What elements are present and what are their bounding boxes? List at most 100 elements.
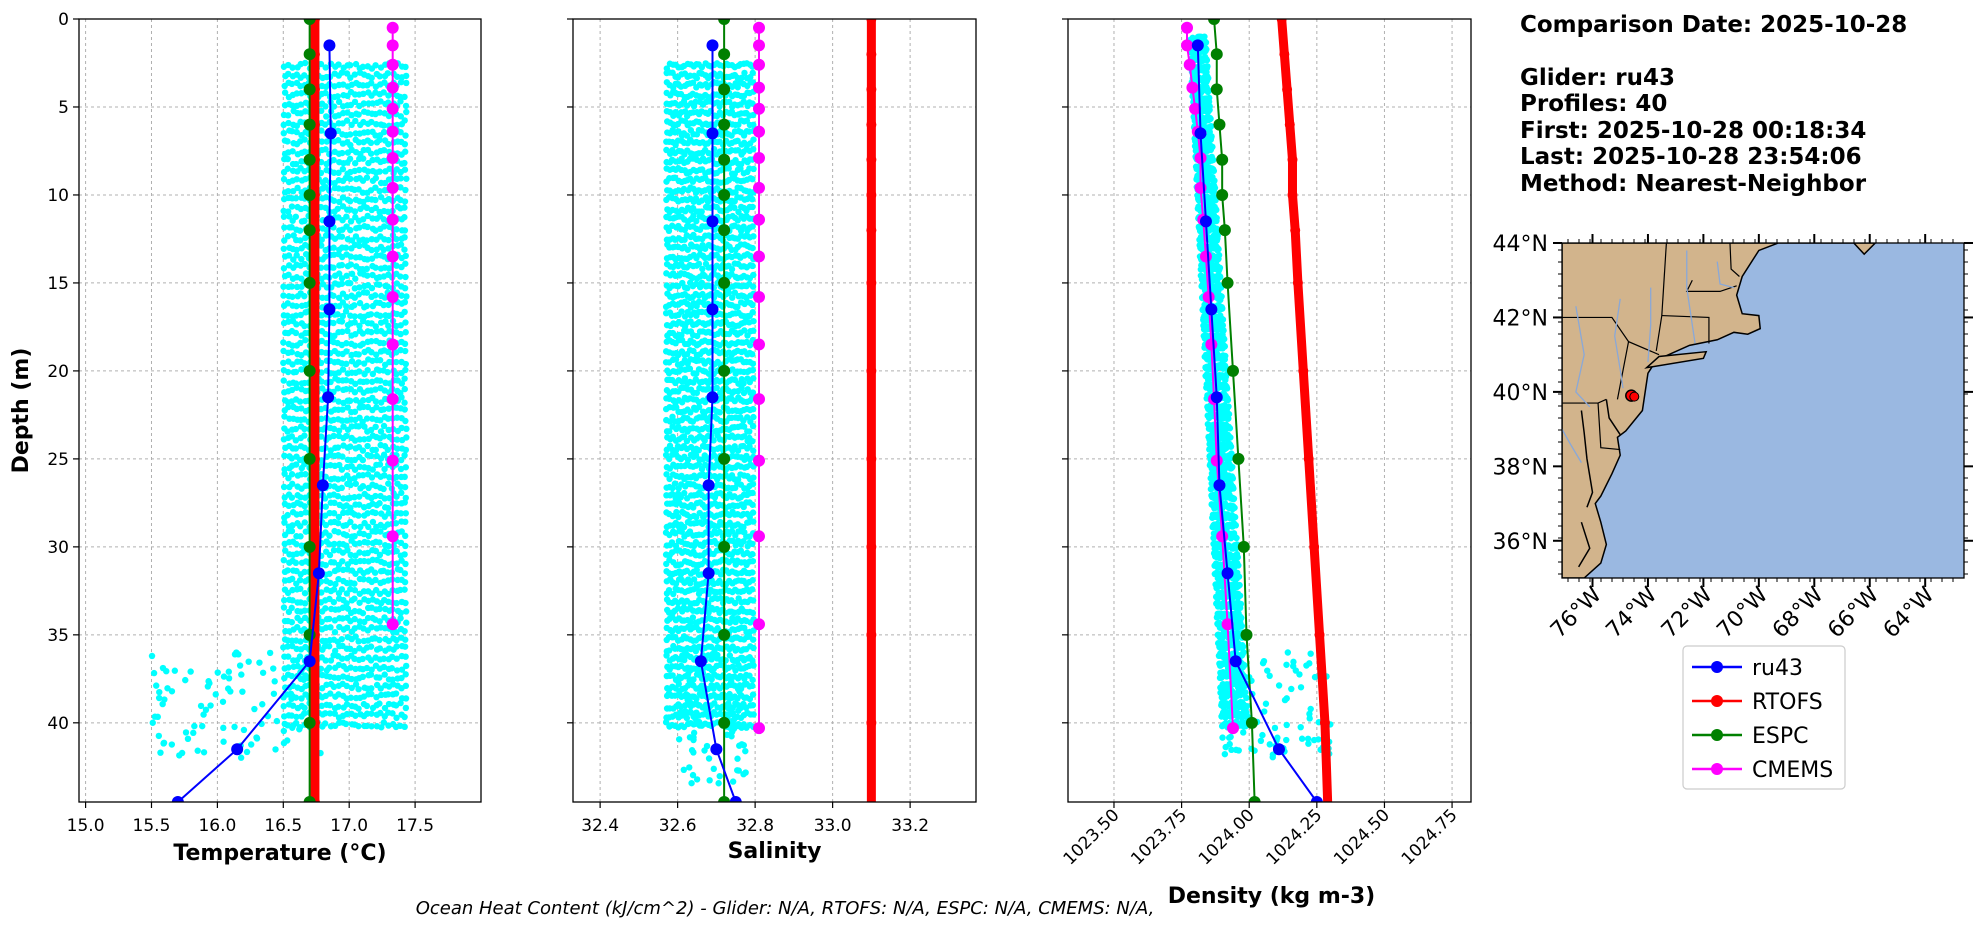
scatter-point <box>385 590 392 598</box>
scatter-point <box>705 755 713 762</box>
scatter-point <box>401 713 408 721</box>
scatter-point <box>749 309 756 316</box>
scatter-point <box>347 261 355 268</box>
scatter-point <box>368 349 375 356</box>
scatter-point <box>330 432 337 440</box>
scatter-point <box>750 447 757 454</box>
scatter-point <box>344 547 351 554</box>
scatter-point <box>749 676 756 684</box>
series-espc <box>718 19 731 802</box>
scatter-point <box>301 292 308 300</box>
scatter-point <box>750 136 757 143</box>
scatter-point <box>321 253 329 260</box>
scatter-point <box>347 694 355 701</box>
scatter-point <box>339 615 346 622</box>
scatter-point <box>289 575 296 583</box>
scatter-point <box>293 713 300 721</box>
scatter-point <box>159 664 167 672</box>
scatter-point <box>705 370 713 377</box>
scatter-point <box>741 327 748 334</box>
scatter-point <box>376 109 384 116</box>
scatter-point <box>280 245 287 252</box>
series-marker-rtofs <box>866 119 877 130</box>
scatter-point <box>372 528 379 535</box>
series-marker-cmems <box>386 454 399 467</box>
scatter-point <box>402 682 410 690</box>
scatter-point <box>289 702 297 709</box>
scatter-point <box>338 484 345 492</box>
scatter-point <box>355 359 362 366</box>
scatter-point <box>293 252 300 259</box>
series-marker-cmems <box>753 393 765 406</box>
scatter-point <box>368 246 375 254</box>
scatter-point <box>686 677 693 684</box>
scatter-point <box>351 580 358 587</box>
scatter-point <box>377 417 384 424</box>
scatter-point <box>364 366 371 374</box>
scatter-point <box>240 726 248 734</box>
scatter-point <box>338 635 345 643</box>
series-line-ru43 <box>699 45 737 802</box>
series-marker-ru43 <box>702 479 715 492</box>
scatter-point <box>285 271 292 278</box>
series-ru43 <box>694 39 742 802</box>
scatter-point <box>402 72 410 80</box>
scatter-point <box>285 252 293 259</box>
scatter-point <box>284 165 291 172</box>
scatter-point <box>717 594 724 602</box>
scatter-point <box>292 445 300 452</box>
scatter-point <box>386 165 393 172</box>
scatter-point <box>402 518 409 526</box>
scatter-point <box>698 279 706 286</box>
scatter-point <box>741 69 748 77</box>
scatter-point <box>342 720 350 728</box>
series-marker-cmems <box>386 81 399 94</box>
scatter-point <box>292 368 300 376</box>
scatter-point <box>728 266 736 273</box>
scatter-point <box>746 695 754 703</box>
scatter-point <box>225 675 233 682</box>
scatter-point <box>750 627 757 634</box>
scatter-point <box>280 292 287 299</box>
scatter-point <box>710 765 717 773</box>
series-marker-ru43 <box>729 796 742 802</box>
scatter-point <box>680 766 688 774</box>
scatter-point <box>364 223 371 231</box>
scatter-point <box>338 417 346 424</box>
scatter-point <box>298 695 305 702</box>
scatter-point <box>359 317 367 325</box>
scatter-point <box>365 523 372 531</box>
scatter-point <box>297 585 304 592</box>
x-tick-label: 16.0 <box>198 816 236 836</box>
scatter-point <box>725 165 732 172</box>
series-marker-espc <box>718 19 731 25</box>
scatter-point <box>351 456 359 464</box>
scatter-point <box>705 672 712 680</box>
scatter-point <box>393 414 401 421</box>
scatter-point <box>748 350 756 358</box>
scatter-point <box>288 471 296 478</box>
scatter-point <box>288 80 296 88</box>
scatter-point <box>335 703 342 710</box>
scatter-point <box>750 121 757 129</box>
scatter-point <box>338 69 346 76</box>
scatter-point <box>401 246 408 253</box>
scatter-point <box>403 79 410 87</box>
scatter-point <box>301 589 309 597</box>
scatter-point <box>367 671 375 678</box>
scatter-point <box>750 271 757 279</box>
scatter-point <box>251 705 258 713</box>
scatter-point <box>335 98 343 106</box>
scatter-point <box>749 636 757 643</box>
scatter-point <box>292 719 300 727</box>
series-line-ru43 <box>177 45 332 802</box>
scatter-point <box>393 493 400 500</box>
scatter-point <box>749 682 756 690</box>
scatter-point <box>301 322 308 330</box>
scatter-point <box>735 707 742 714</box>
scatter-point <box>372 264 379 271</box>
scatter-point <box>385 510 392 517</box>
scatter-point <box>318 589 325 596</box>
series-marker-cmems <box>753 125 765 138</box>
